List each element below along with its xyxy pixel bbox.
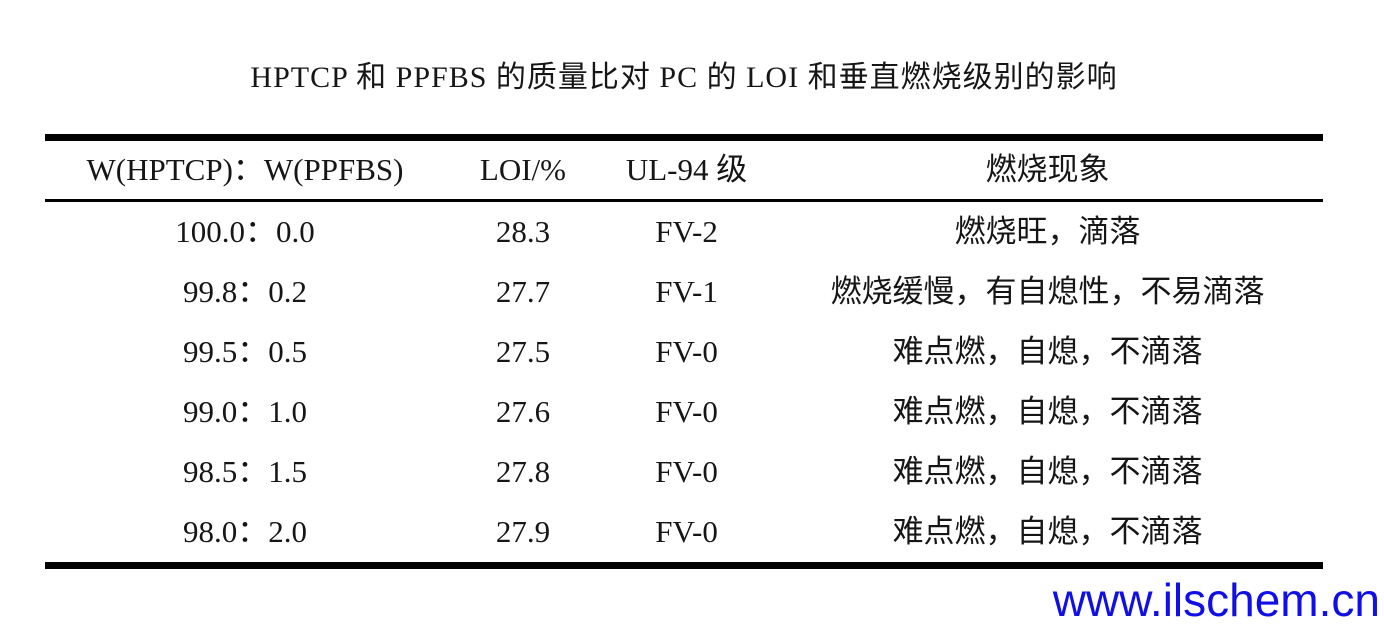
- cell-phenomenon: 难点燃，自熄，不滴落: [892, 394, 1203, 429]
- cell-loi: 27.8: [495, 454, 551, 489]
- cell-loi: 28.3: [495, 214, 551, 249]
- table-row: 98.5：1.5 27.8 FV-0 难点燃，自熄，不滴落: [45, 442, 1323, 502]
- table-row: 99.0：1.0 27.6 FV-0 难点燃，自熄，不滴落: [45, 382, 1323, 442]
- cell-loi: 27.7: [495, 274, 551, 309]
- table-header-row: W(HPTCP)：W(PPFBS) LOI/% UL-94 级 燃烧现象: [45, 141, 1323, 202]
- cell-ratio: 99.8：0.2: [183, 274, 307, 309]
- column-header-ratio: W(HPTCP)：W(PPFBS): [86, 152, 404, 187]
- table-row: 99.5：0.5 27.5 FV-0 难点燃，自熄，不滴落: [45, 322, 1323, 382]
- cell-ul94: FV-1: [655, 274, 718, 309]
- cell-ul94: FV-0: [655, 514, 718, 549]
- cell-phenomenon: 难点燃，自熄，不滴落: [892, 514, 1203, 549]
- column-header-phenomenon: 燃烧现象: [985, 152, 1110, 187]
- table-title: HPTCP 和 PPFBS 的质量比对 PC 的 LOI 和垂直燃烧级别的影响: [250, 61, 1118, 94]
- cell-ratio: 98.5：1.5: [183, 454, 307, 489]
- data-table: W(HPTCP)：W(PPFBS) LOI/% UL-94 级 燃烧现象 100…: [45, 134, 1323, 569]
- table-row: 100.0：0.0 28.3 FV-2 燃烧旺，滴落: [45, 202, 1323, 262]
- cell-loi: 27.6: [495, 394, 551, 429]
- cell-phenomenon: 燃烧旺，滴落: [954, 214, 1141, 249]
- column-header-loi: LOI/%: [479, 152, 566, 187]
- cell-phenomenon: 难点燃，自熄，不滴落: [892, 454, 1203, 489]
- watermark-link[interactable]: www.ilschem.cn: [1052, 574, 1380, 626]
- table-row: 98.0：2.0 27.9 FV-0 难点燃，自熄，不滴落: [45, 502, 1323, 562]
- cell-ul94: FV-0: [655, 334, 718, 369]
- cell-ul94: FV-0: [655, 454, 718, 489]
- cell-ul94: FV-0: [655, 394, 718, 429]
- cell-ul94: FV-2: [655, 214, 718, 249]
- cell-loi: 27.5: [495, 334, 551, 369]
- cell-ratio: 98.0：2.0: [183, 514, 307, 549]
- cell-loi: 27.9: [495, 514, 551, 549]
- cell-phenomenon: 难点燃，自熄，不滴落: [892, 334, 1203, 369]
- table-row: 99.8：0.2 27.7 FV-1 燃烧缓慢，有自熄性，不易滴落: [45, 262, 1323, 322]
- column-header-ul94: UL-94 级: [625, 152, 748, 187]
- cell-phenomenon: 燃烧缓慢，有自熄性，不易滴落: [830, 274, 1265, 309]
- cell-ratio: 99.5：0.5: [183, 334, 307, 369]
- cell-ratio: 99.0：1.0: [183, 394, 307, 429]
- cell-ratio: 100.0：0.0: [175, 214, 315, 249]
